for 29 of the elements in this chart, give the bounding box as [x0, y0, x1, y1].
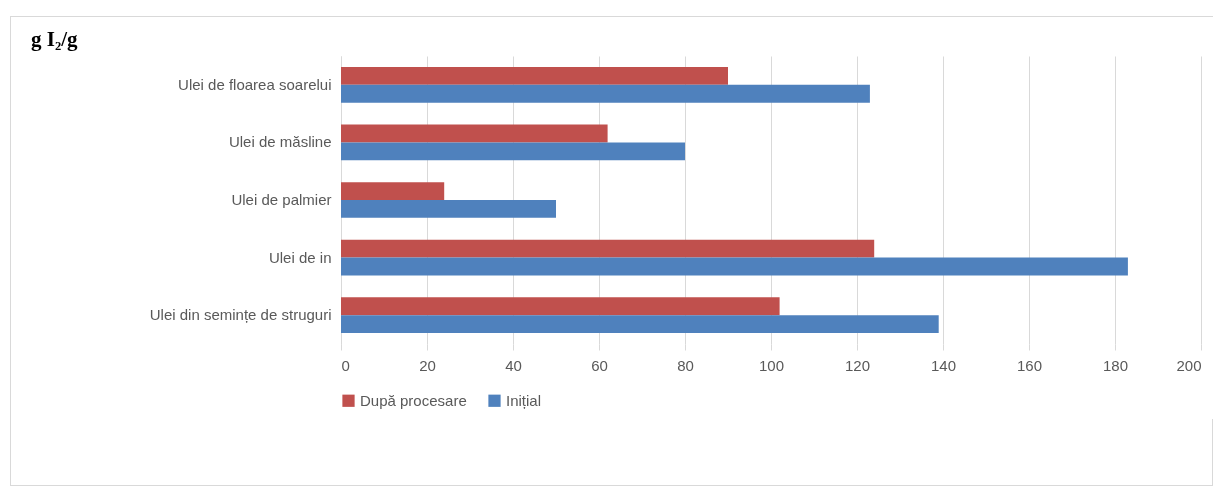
y-tick-label: Ulei de in: [268, 248, 332, 266]
bar: [341, 142, 685, 161]
x-tick-label: 120: [844, 356, 871, 374]
x-tick-label: 100: [758, 356, 785, 374]
bar: [341, 124, 608, 143]
x-tick-label: 200: [1176, 356, 1202, 374]
bar: [341, 84, 870, 103]
y-tick-label: Ulei din semințe de struguri: [149, 306, 332, 324]
bar: [341, 297, 780, 316]
y-tick-label: Ulei de floarea soarelui: [178, 75, 332, 93]
bar: [341, 257, 1128, 276]
y-tick-label: Ulei de măsline: [228, 133, 332, 151]
x-tick-label: 160: [1016, 356, 1043, 374]
legend-label: Inițial: [506, 391, 542, 409]
x-tick-label: 40: [505, 356, 522, 374]
text: g I₂/g: [31, 27, 79, 51]
x-tick-label: 140: [930, 356, 957, 374]
bar: [341, 66, 728, 85]
x-tick-label: 60: [591, 356, 608, 374]
x-tick-label: 180: [1102, 356, 1129, 374]
x-tick-label: 20: [419, 356, 436, 374]
legend-label: După procesare: [360, 391, 467, 409]
x-tick-label: 80: [677, 356, 694, 374]
bar: [341, 200, 556, 218]
bar: [341, 239, 875, 258]
bar: [341, 315, 939, 334]
y-tick-label: Ulei de palmier: [231, 191, 332, 208]
x-tick-label: 0: [341, 356, 350, 374]
bar: [341, 182, 445, 200]
